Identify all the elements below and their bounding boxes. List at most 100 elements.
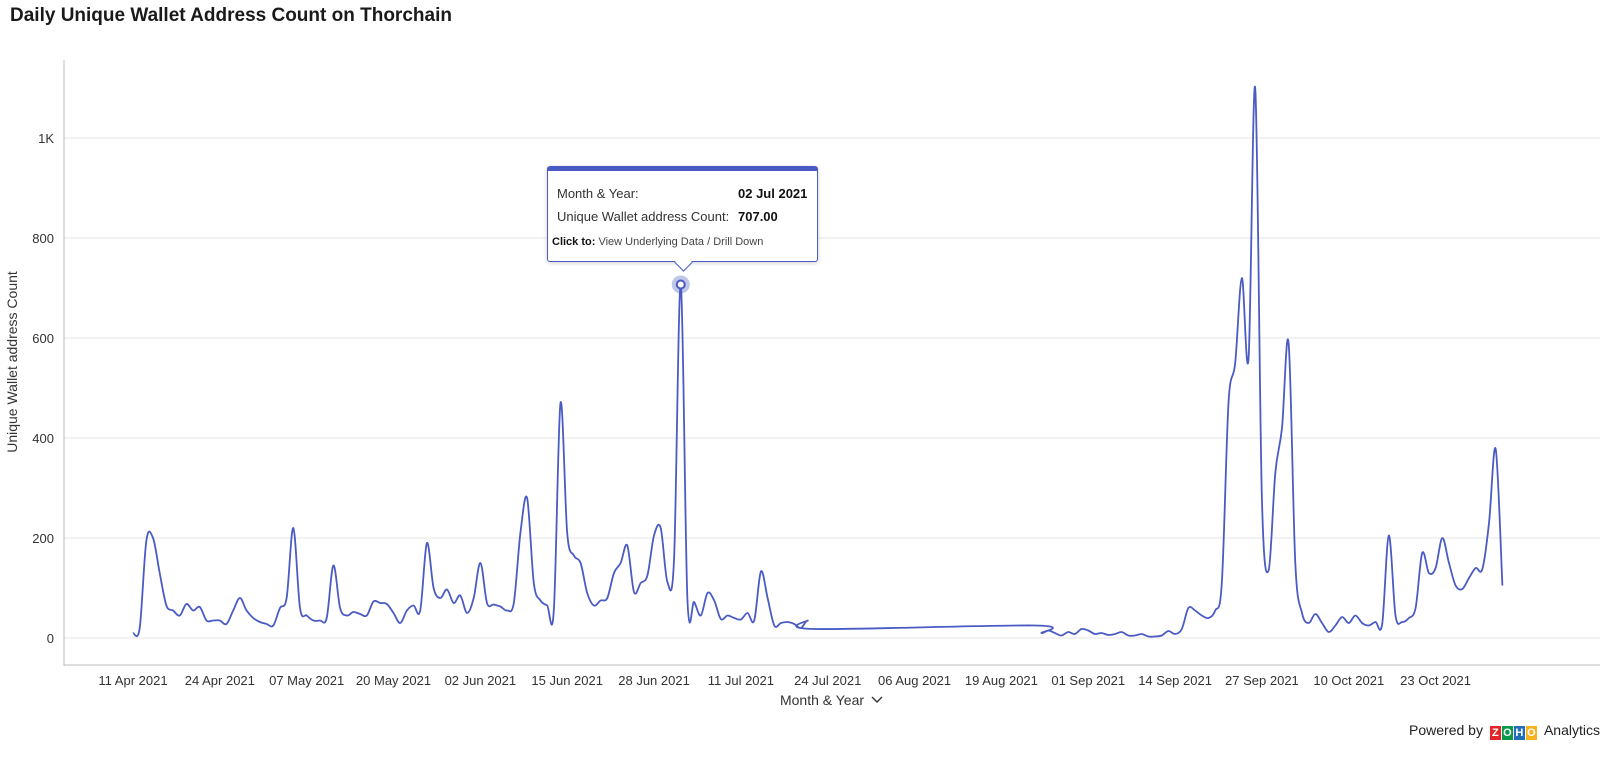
data-point[interactable] <box>411 603 417 609</box>
data-point[interactable] <box>1366 623 1372 629</box>
data-point[interactable] <box>210 618 216 624</box>
data-point[interactable] <box>1352 613 1358 619</box>
data-point[interactable] <box>330 563 336 569</box>
data-point[interactable] <box>765 595 771 601</box>
data-point[interactable] <box>524 495 530 501</box>
data-point[interactable] <box>805 618 811 624</box>
data-point[interactable] <box>197 604 203 610</box>
data-point[interactable] <box>698 613 704 619</box>
data-point[interactable] <box>1219 580 1225 586</box>
data-point[interactable] <box>798 625 804 631</box>
data-point[interactable] <box>1119 629 1125 635</box>
data-point[interactable] <box>1132 633 1138 639</box>
data-point[interactable] <box>1419 550 1425 556</box>
data-point[interactable] <box>464 610 470 616</box>
data-point[interactable] <box>725 613 731 619</box>
data-point[interactable] <box>344 613 350 619</box>
data-point[interactable] <box>624 543 630 549</box>
data-point[interactable] <box>157 570 163 576</box>
data-point[interactable] <box>1185 605 1191 611</box>
data-point[interactable] <box>317 618 323 624</box>
data-point[interactable] <box>731 615 737 621</box>
data-point[interactable] <box>758 569 764 575</box>
data-point[interactable] <box>424 540 430 546</box>
data-point[interactable] <box>718 616 724 622</box>
data-point[interactable] <box>771 623 777 629</box>
data-point[interactable] <box>1499 583 1505 589</box>
data-point[interactable] <box>1099 630 1105 636</box>
data-point[interactable] <box>591 603 597 609</box>
data-point[interactable] <box>571 553 577 559</box>
data-point[interactable] <box>658 525 664 531</box>
data-point[interactable] <box>1292 560 1298 566</box>
data-point[interactable] <box>1413 605 1419 611</box>
data-point[interactable] <box>1079 626 1085 632</box>
data-point[interactable] <box>1065 629 1071 635</box>
data-point[interactable] <box>517 530 523 536</box>
data-point[interactable] <box>564 530 570 536</box>
data-point[interactable] <box>391 610 397 616</box>
data-point[interactable] <box>1139 631 1145 637</box>
data-point[interactable] <box>1092 631 1098 637</box>
data-point[interactable] <box>1319 620 1325 626</box>
data-point[interactable] <box>1045 628 1051 634</box>
data-point[interactable] <box>1232 360 1238 366</box>
data-point[interactable] <box>491 602 497 608</box>
data-point[interactable] <box>337 605 343 611</box>
data-point[interactable] <box>1272 470 1278 476</box>
data-point[interactable] <box>297 605 303 611</box>
data-point[interactable] <box>791 621 797 627</box>
data-point[interactable] <box>684 596 690 602</box>
data-point[interactable] <box>691 599 697 605</box>
data-point[interactable] <box>444 587 450 593</box>
data-point[interactable] <box>558 400 564 406</box>
data-point[interactable] <box>1266 568 1272 574</box>
data-point[interactable] <box>1473 565 1479 571</box>
data-point[interactable] <box>638 580 644 586</box>
data-point[interactable] <box>778 620 784 626</box>
data-point[interactable] <box>203 618 209 624</box>
data-point[interactable] <box>244 608 250 614</box>
data-point[interactable] <box>1252 85 1258 91</box>
data-point[interactable] <box>751 618 757 624</box>
data-point[interactable] <box>1459 586 1465 592</box>
data-point[interactable] <box>1453 583 1459 589</box>
data-point[interactable] <box>1259 495 1265 501</box>
data-point[interactable] <box>431 585 437 591</box>
data-point[interactable] <box>578 560 584 566</box>
data-point[interactable] <box>1426 570 1432 576</box>
data-point[interactable] <box>230 608 236 614</box>
data-point[interactable] <box>364 613 370 619</box>
data-point[interactable] <box>1332 623 1338 629</box>
data-point[interactable] <box>143 538 149 544</box>
data-point[interactable] <box>237 595 243 601</box>
data-point[interactable] <box>664 579 670 585</box>
data-point[interactable] <box>604 595 610 601</box>
data-point[interactable] <box>611 570 617 576</box>
data-point[interactable] <box>451 600 457 606</box>
data-point[interactable] <box>1172 631 1178 637</box>
data-point[interactable] <box>1386 533 1392 539</box>
data-point[interactable] <box>511 600 517 606</box>
data-point[interactable] <box>1439 535 1445 541</box>
data-point[interactable] <box>284 595 290 601</box>
data-point[interactable] <box>1399 619 1405 625</box>
data-point[interactable] <box>537 598 543 604</box>
data-point[interactable] <box>1312 611 1318 617</box>
data-point[interactable] <box>618 560 624 566</box>
data-point[interactable] <box>350 609 356 615</box>
data-point[interactable] <box>1446 560 1452 566</box>
data-point[interactable] <box>544 603 550 609</box>
data-point[interactable] <box>785 619 791 625</box>
data-point[interactable] <box>170 608 176 614</box>
data-point[interactable] <box>190 608 196 614</box>
data-point[interactable] <box>1379 621 1385 627</box>
tooltip-click-hint[interactable]: Click to: View Underlying Data / Drill D… <box>552 236 763 248</box>
data-point[interactable] <box>497 604 503 610</box>
data-point[interactable] <box>1085 628 1091 634</box>
data-point[interactable] <box>264 621 270 627</box>
highlight-point[interactable] <box>675 279 686 290</box>
data-point[interactable] <box>310 618 316 624</box>
data-point[interactable] <box>304 613 310 619</box>
data-point[interactable] <box>397 620 403 626</box>
